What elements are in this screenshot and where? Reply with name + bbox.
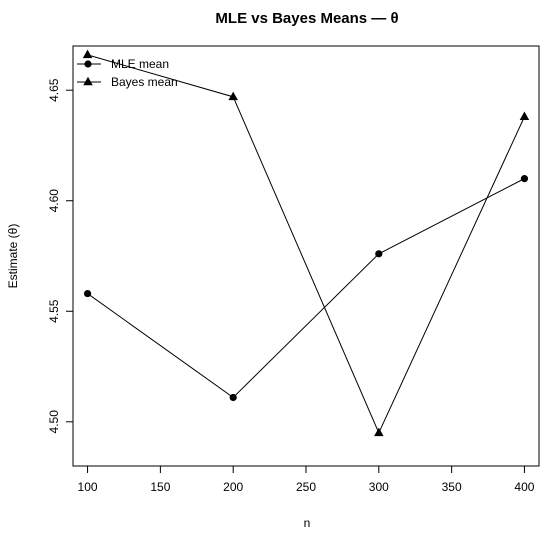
plot-frame [72, 45, 540, 467]
bayes-mean-line [87, 54, 525, 435]
x-axis: 100 150 200 250 300 350 400 [78, 466, 535, 494]
legend-label-bayes-mean: Bayes mean [111, 75, 178, 89]
y-tick-label: 4.55 [47, 299, 61, 323]
y-tick-label: 4.60 [47, 189, 61, 213]
y-axis: 4.50 4.55 4.60 4.65 [47, 78, 73, 433]
x-axis-label: n [304, 516, 311, 530]
x-tick-label: 350 [442, 480, 462, 494]
x-tick-label: 300 [369, 480, 389, 494]
legend-marker-bayes-mean [83, 76, 93, 86]
y-tick-label: 4.65 [47, 78, 61, 102]
legend: MLE mean Bayes mean [77, 57, 178, 89]
y-tick-label: 4.50 [47, 410, 61, 434]
mle-mean-point [375, 250, 383, 258]
y-axis-label: Estimate (θ) [6, 224, 20, 289]
x-tick-label: 250 [296, 480, 316, 494]
x-tick-label: 150 [150, 480, 170, 494]
x-tick-label: 100 [78, 480, 98, 494]
legend-label-mle-mean: MLE mean [111, 57, 169, 71]
bayes-mean-point [82, 49, 93, 59]
bayes-mean-point [374, 427, 384, 437]
x-tick-label: 400 [514, 480, 534, 494]
bayes-mean-point [228, 91, 238, 101]
bayes-mean-point [519, 111, 530, 120]
mle-mean-point [229, 393, 237, 402]
mle-mean-line [87, 178, 525, 399]
series-layer [82, 49, 530, 437]
mle-mean-point [520, 175, 529, 183]
chart-title: MLE vs Bayes Means — θ [215, 10, 398, 27]
legend-marker-mle-mean [84, 60, 92, 68]
mle-mean-point [83, 289, 92, 298]
x-tick-label: 200 [223, 480, 243, 494]
